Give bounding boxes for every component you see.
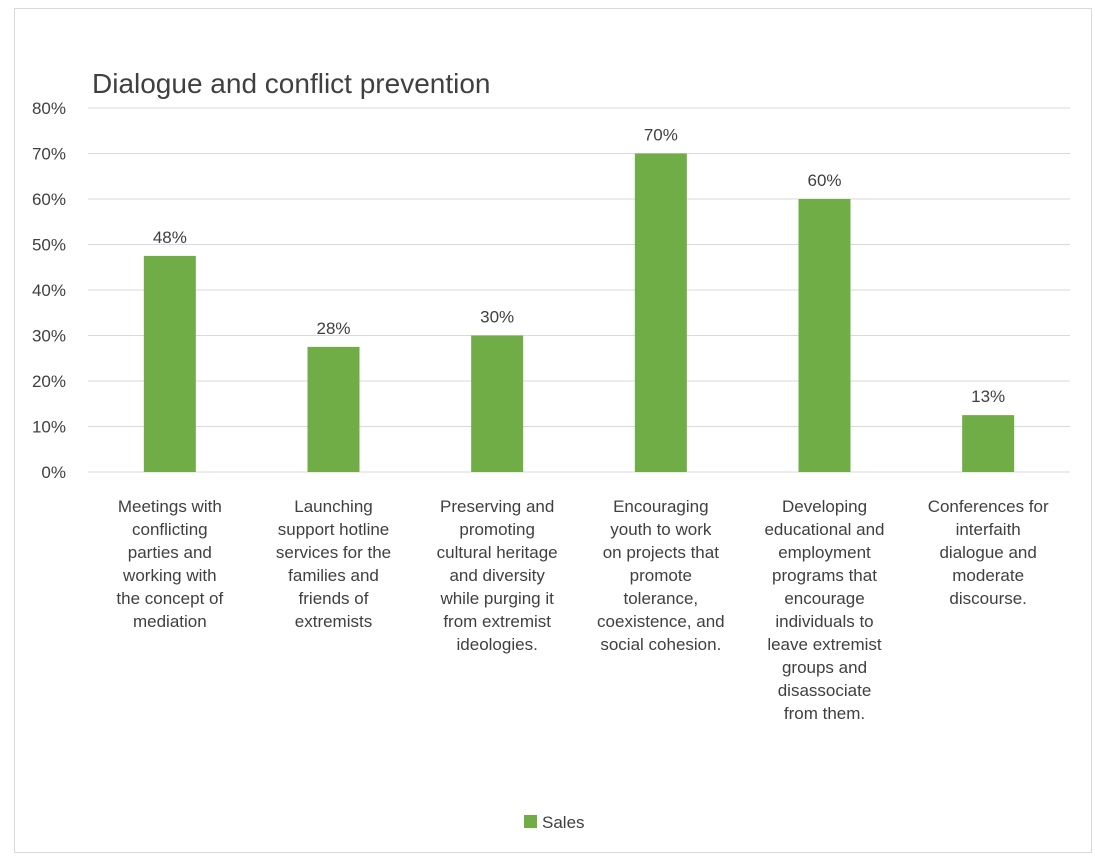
x-axis: Meetings with conflicting parties and worki…	[116, 497, 1049, 723]
bars	[143, 153, 1015, 472]
data-label: 30%	[480, 308, 514, 327]
x-tick-label: Preserving and promoting cultural heritage…	[437, 497, 558, 654]
data-label: 48%	[153, 228, 187, 247]
data-label: 28%	[316, 319, 350, 338]
data-label: 13%	[971, 387, 1005, 406]
bar	[143, 255, 196, 472]
y-axis: 0% 10% 20% 30% 40% 50% 60% 70% 80%	[32, 99, 66, 482]
x-tick-label: Meetings with conflicting parties and worki…	[116, 497, 223, 631]
y-tick-label: 50%	[32, 236, 66, 255]
y-tick-label: 30%	[32, 327, 66, 346]
x-tick-label: Launching support hotline services for the…	[276, 497, 391, 631]
data-label: 60%	[807, 171, 841, 190]
data-labels: 48% 28% 30% 70% 60% 13%	[153, 126, 1005, 407]
y-tick-label: 60%	[32, 190, 66, 209]
bar	[307, 346, 360, 472]
gridlines	[88, 107, 1070, 473]
y-tick-label: 0%	[41, 463, 66, 482]
x-tick-label: Conferences for interfaith dialogue and mod…	[928, 497, 1049, 608]
y-tick-label: 10%	[32, 418, 66, 437]
legend-label: Sales	[542, 813, 585, 832]
bar	[798, 199, 851, 472]
x-tick-label: Developing educational and employment progr…	[764, 497, 884, 723]
y-tick-label: 40%	[32, 281, 66, 300]
legend-swatch	[524, 815, 537, 828]
y-tick-label: 70%	[32, 145, 66, 164]
bar	[634, 153, 687, 472]
bar	[962, 415, 1015, 472]
y-tick-label: 20%	[32, 372, 66, 391]
data-label: 70%	[644, 126, 678, 145]
bar	[471, 335, 524, 472]
y-tick-label: 80%	[32, 99, 66, 118]
x-tick-label: Encouraging youth to work on projects that…	[597, 497, 725, 654]
legend: Sales	[524, 813, 585, 832]
chart-title: Dialogue and conflict prevention	[92, 68, 490, 99]
